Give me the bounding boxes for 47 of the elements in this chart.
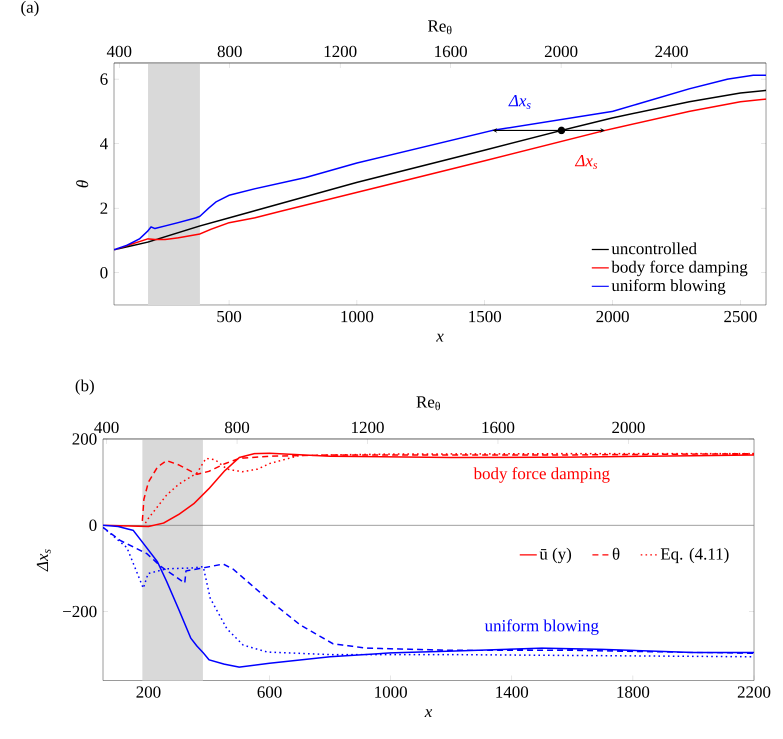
x-tick-label: 2200 <box>738 686 770 698</box>
legend-label: Eq. (4.11) <box>660 548 729 564</box>
legend-label: uncontrolled <box>612 242 697 254</box>
x2-axis-title: Re$_{θ}$ <box>416 396 440 410</box>
x-tick-label: 1800 <box>617 686 650 698</box>
y-axis-title: Δx$_{s}$ <box>36 549 51 572</box>
y-tick-label: 4 <box>100 138 108 150</box>
x2-tick-label: 2000 <box>544 46 578 58</box>
x2-tick-label: 1600 <box>435 46 467 58</box>
x2-tick-label: 800 <box>224 422 250 434</box>
y-tick-label: 200 <box>72 433 97 445</box>
x-tick-label: 200 <box>136 686 160 698</box>
y-tick-label: 2 <box>100 202 108 214</box>
x-tick-label: 500 <box>217 310 242 322</box>
legend-label: body force damping <box>611 260 748 276</box>
x2-tick-label: 800 <box>218 46 242 58</box>
y-tick-label: −200 <box>63 606 97 618</box>
x2-tick-label: 1200 <box>324 46 356 58</box>
x2-tick-label: 400 <box>94 422 119 434</box>
x-axis-title: x <box>436 334 444 342</box>
chart-title: (b) <box>76 379 94 395</box>
x2-tick-label: 2000 <box>612 422 645 434</box>
legend-label: θ <box>612 548 620 560</box>
x2-tick-label: 400 <box>106 46 132 58</box>
x2-tick-label: 1600 <box>482 422 514 434</box>
x-tick-label: 1400 <box>496 686 528 698</box>
x2-axis-title: Re$_{θ}$ <box>428 20 452 34</box>
annotation: uniform blowing <box>484 619 599 635</box>
x2-tick-label: 1200 <box>352 422 384 434</box>
y-tick-label: 6 <box>100 73 108 85</box>
y-tick-label: 0 <box>89 520 97 531</box>
y-axis-title: θ <box>76 180 88 188</box>
annotation: body force damping <box>474 467 610 483</box>
annotation: Δx$_{s}$ <box>508 95 531 109</box>
x-axis-title: x <box>424 709 432 718</box>
annotation: Δx$_{s}$ <box>574 155 598 169</box>
x2-tick-label: 2400 <box>655 46 688 58</box>
x-tick-label: 1500 <box>469 310 502 322</box>
x-tick-label: 1000 <box>341 310 374 322</box>
x-tick-label: 600 <box>258 686 282 698</box>
x-tick-label: 1000 <box>375 686 407 698</box>
x-tick-label: 2000 <box>596 310 629 322</box>
legend-label: ū (y) <box>540 548 572 564</box>
x-tick-label: 2500 <box>724 310 757 322</box>
legend-label: uniform blowing <box>612 279 726 295</box>
chart-title: (a) <box>21 0 39 16</box>
y-tick-label: 0 <box>100 267 108 278</box>
